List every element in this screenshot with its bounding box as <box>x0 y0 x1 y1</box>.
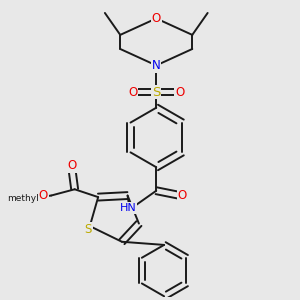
Text: O: O <box>152 12 161 25</box>
Text: S: S <box>152 85 160 99</box>
Text: O: O <box>175 85 184 99</box>
Text: O: O <box>39 189 48 202</box>
Text: O: O <box>67 159 76 172</box>
Text: HN: HN <box>120 203 136 213</box>
Text: methyl: methyl <box>7 194 39 203</box>
Text: O: O <box>128 85 137 99</box>
Text: S: S <box>85 223 92 236</box>
Text: O: O <box>178 189 187 202</box>
Text: N: N <box>152 59 161 72</box>
